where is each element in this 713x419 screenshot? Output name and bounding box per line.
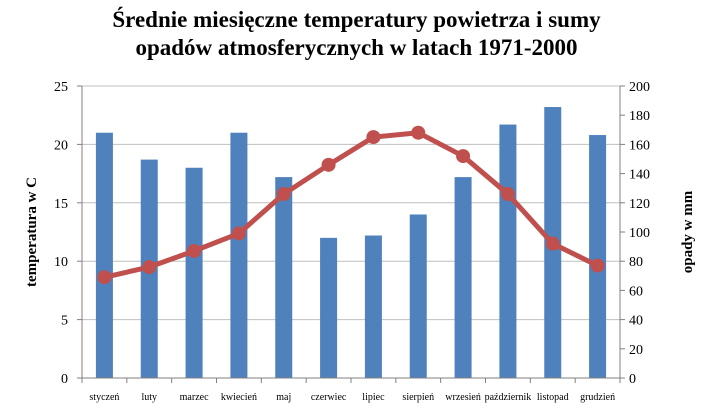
right-tick-label: 120 — [629, 197, 650, 212]
category-label: sierpień — [402, 392, 434, 403]
right-tick-label: 80 — [629, 255, 643, 270]
chart-title-line-1: Średnie miesięczne temperatury powietrza… — [112, 7, 601, 32]
line-point — [456, 149, 471, 164]
bar — [185, 167, 203, 378]
left-tick-label: 10 — [54, 255, 68, 270]
line-series — [97, 125, 605, 285]
bar-series — [95, 107, 607, 379]
category-label: listopad — [537, 392, 569, 403]
left-tick-label: 15 — [54, 197, 68, 212]
line-path — [101, 130, 601, 280]
category-label: wrzesień — [445, 392, 481, 403]
chart-title-line-2: opadów atmosferycznych w latach 1971-200… — [135, 35, 578, 60]
bar — [320, 237, 338, 378]
category-label: styczeń — [89, 392, 119, 403]
bar — [454, 177, 472, 378]
category-labels: styczeń luty marzec kwiecień maj czerwiec lipi… — [89, 392, 615, 403]
gridlines — [82, 85, 620, 321]
right-tick-label: 40 — [629, 314, 643, 329]
bar — [275, 177, 293, 378]
left-tick-label: 0 — [61, 372, 68, 387]
category-label: grudzień — [580, 392, 615, 403]
bar — [364, 235, 382, 378]
line-point — [142, 260, 157, 275]
right-tick-label: 180 — [629, 109, 650, 124]
bar — [230, 132, 248, 378]
right-axis-ticks: 0 20 40 60 80 100 120 140 160 180 200 — [629, 80, 650, 387]
line-point — [590, 258, 605, 273]
chart-title: Średnie miesięczne temperatury powietrza… — [0, 6, 713, 62]
right-tick-label: 60 — [629, 284, 643, 299]
bar — [409, 214, 427, 378]
category-label: marzec — [180, 392, 209, 403]
line-point — [276, 187, 291, 202]
bar — [589, 135, 607, 378]
right-axis-title: opady w mm — [680, 190, 696, 273]
right-tick-label: 100 — [629, 226, 650, 241]
left-axis-title: temperatura w C — [24, 177, 40, 287]
left-tick-label: 25 — [54, 80, 68, 95]
right-tick-label: 200 — [629, 80, 650, 95]
line-point — [187, 243, 202, 258]
line-point — [321, 157, 336, 172]
category-label: kwiecień — [221, 392, 257, 403]
line-point — [366, 130, 381, 145]
axes — [77, 85, 625, 383]
bar — [95, 132, 113, 378]
category-label: październik — [485, 392, 532, 403]
left-tick-label: 20 — [54, 138, 68, 153]
left-axis-ticks: 0 5 10 15 20 25 — [54, 80, 68, 387]
right-tick-label: 160 — [629, 138, 650, 153]
category-label: czerwiec — [311, 392, 347, 403]
category-label: lipiec — [362, 392, 385, 403]
left-tick-label: 5 — [61, 314, 68, 329]
bar — [499, 124, 517, 378]
category-label: luty — [141, 392, 157, 403]
right-tick-label: 20 — [629, 343, 643, 358]
right-tick-label: 0 — [629, 372, 636, 387]
line-point — [500, 187, 515, 202]
line-point — [231, 226, 246, 241]
category-label: maj — [276, 392, 291, 403]
right-tick-label: 140 — [629, 168, 650, 183]
line-point — [411, 125, 426, 140]
line-point — [545, 236, 560, 251]
line-point — [97, 270, 112, 285]
